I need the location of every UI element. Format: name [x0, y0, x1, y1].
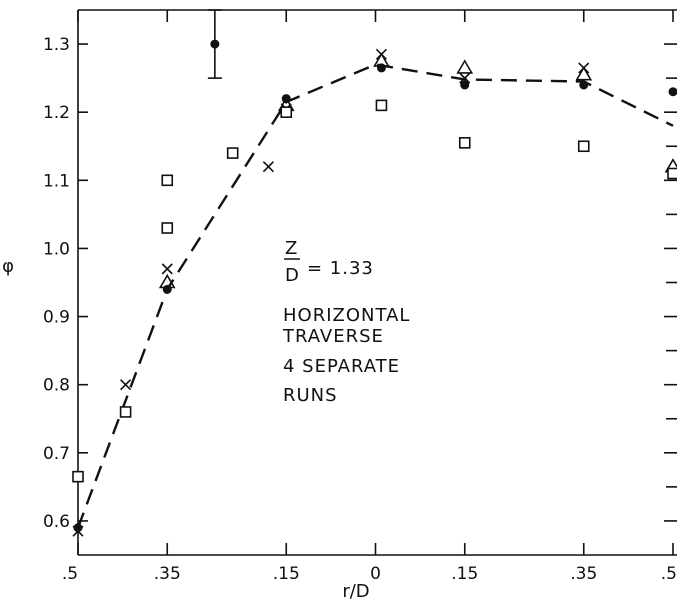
square-marker: [667, 167, 677, 180]
square-marker: [161, 222, 174, 234]
x-tick-label: .5: [661, 564, 677, 584]
x-tick-label: 0: [370, 564, 381, 584]
x-marker: [161, 263, 173, 275]
x-tick-label: .15: [273, 564, 300, 584]
y-tick-label: 1.3: [43, 35, 70, 55]
dot-marker: [668, 87, 677, 97]
y-tick-label: 0.6: [43, 512, 70, 532]
square-marker: [577, 140, 590, 153]
x-marker-stroke: [459, 72, 471, 84]
y-tick-label: 1.1: [43, 171, 70, 191]
y-axis-label: φ: [2, 256, 14, 277]
y-tick-label: 0.8: [43, 376, 70, 396]
triangle-marker: [456, 59, 474, 74]
ratio-value: = 1.33: [307, 258, 374, 279]
x-marker: [72, 525, 84, 537]
triangle-marker: [575, 66, 593, 81]
x-tick-label: .15: [451, 564, 478, 584]
square-marker: [226, 147, 239, 159]
fit-line-path: [76, 63, 674, 529]
x-marker: [120, 379, 132, 391]
ratio-denominator: D: [285, 265, 300, 286]
triangle-marker: [158, 273, 176, 289]
square-marker: [375, 99, 388, 112]
y-tick-label: 0.9: [43, 308, 70, 328]
y-tick-label: 0.7: [43, 444, 70, 464]
dot-marker: [162, 284, 172, 294]
x-marker-stroke: [120, 379, 132, 391]
ratio-numerator: Z: [285, 238, 298, 259]
annotation: Z D = 1.33 HORIZONTAL TRAVERSE 4 SEPARAT…: [282, 238, 410, 406]
annotation-line-4: RUNS: [283, 385, 338, 406]
square-marker: [280, 106, 293, 118]
x-marker-stroke: [72, 525, 84, 537]
x-tick-label: .35: [570, 564, 597, 584]
x-axis-label: r/D: [342, 581, 369, 602]
fit-line: [76, 63, 674, 529]
x-marker-stroke: [161, 263, 173, 275]
square-marker: [72, 470, 84, 483]
plot-frame: [77, 9, 677, 556]
x-tick-label: .35: [154, 564, 181, 584]
x-tick-label: .5: [62, 564, 78, 584]
y-tick-label: 1.0: [43, 239, 70, 259]
x-marker-stroke: [262, 161, 274, 173]
square-marker: [161, 174, 174, 187]
x-marker: [459, 72, 471, 84]
annotation-line-1: HORIZONTAL: [283, 305, 410, 326]
square-marker: [119, 406, 132, 418]
annotation-line-2: TRAVERSE: [282, 326, 384, 347]
data-points: [72, 39, 677, 537]
dot-marker: [460, 80, 470, 90]
axis-ticks: [77, 10, 677, 555]
dot-marker: [210, 39, 220, 49]
dot-marker: [579, 80, 589, 90]
annotation-line-3: 4 SEPARATE: [283, 356, 400, 377]
triangle-marker: [373, 52, 390, 67]
dot-marker: [376, 63, 386, 73]
y-tick-label: 1.2: [43, 103, 70, 123]
square-marker: [458, 137, 471, 149]
tick-labels: 0.6 0.7 0.8 0.9 1.0 1.1 1.2 1.3 .5 .35 .15 0 .15 .35.…: [43, 35, 677, 584]
x-marker: [262, 161, 274, 173]
